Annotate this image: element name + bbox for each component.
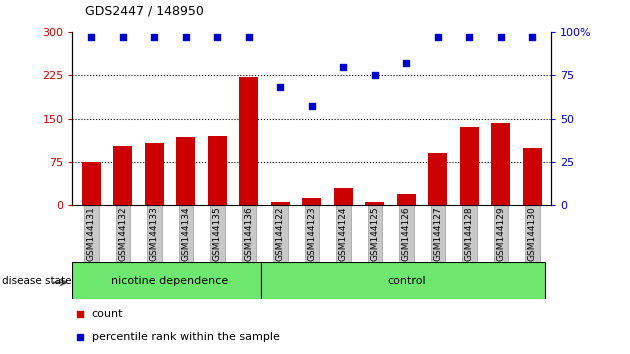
Bar <box>460 127 479 205</box>
Point <box>181 34 191 40</box>
Point <box>244 34 254 40</box>
Point <box>307 104 317 109</box>
Bar <box>302 198 321 205</box>
Point <box>149 34 159 40</box>
Bar <box>82 162 101 205</box>
Text: GDS2447 / 148950: GDS2447 / 148950 <box>85 5 204 18</box>
Bar <box>491 122 510 205</box>
Bar <box>523 148 542 205</box>
Bar <box>365 202 384 205</box>
Text: control: control <box>387 275 426 286</box>
Point <box>118 34 128 40</box>
Bar <box>261 262 545 299</box>
Point <box>338 64 348 69</box>
Bar <box>271 202 290 205</box>
Text: nicotine dependence: nicotine dependence <box>112 275 229 286</box>
Point <box>433 34 443 40</box>
Point <box>86 34 96 40</box>
Point <box>464 34 474 40</box>
Bar <box>397 194 416 205</box>
Bar <box>176 137 195 205</box>
Point <box>370 73 380 78</box>
Bar <box>239 77 258 205</box>
Point <box>401 60 411 66</box>
Bar <box>428 153 447 205</box>
Point <box>212 34 222 40</box>
Point <box>275 85 285 90</box>
Text: disease state: disease state <box>2 275 71 286</box>
Bar <box>334 188 353 205</box>
Bar <box>113 146 132 205</box>
Text: count: count <box>91 309 123 319</box>
Point <box>496 34 506 40</box>
Bar <box>208 136 227 205</box>
Bar <box>145 143 164 205</box>
Point <box>527 34 537 40</box>
Bar <box>72 262 261 299</box>
Text: percentile rank within the sample: percentile rank within the sample <box>91 332 280 342</box>
